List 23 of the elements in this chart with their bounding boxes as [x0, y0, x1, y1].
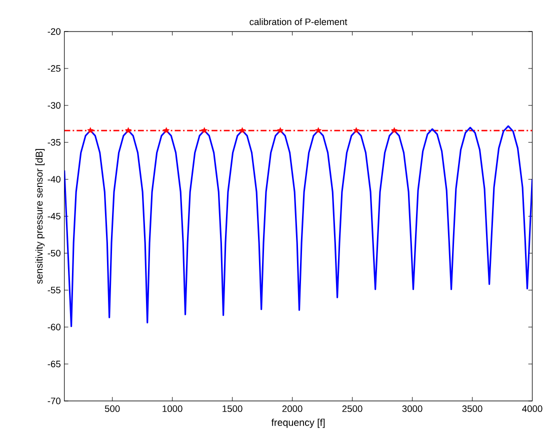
x-tick-label: 2000 — [282, 405, 302, 412]
y-axis-title: sensitivity pressure sensor [dB] — [35, 148, 45, 284]
y-tick-label: -40 — [48, 176, 60, 182]
y-tick-label: -60 — [48, 324, 60, 330]
x-tick-label: 4000 — [522, 405, 542, 412]
x-tick-label: 1500 — [222, 405, 242, 412]
y-tick-label: -30 — [48, 102, 60, 109]
y-tick-label: -55 — [48, 286, 60, 294]
x-tick-label: 500 — [104, 405, 120, 412]
x-tick-label: 1000 — [162, 405, 182, 412]
y-tick-label: -20 — [48, 28, 60, 35]
x-axis-title: frequency [f] — [271, 418, 325, 428]
chart-title: calibration of P-element — [250, 18, 348, 25]
y-tick-label: -65 — [48, 360, 60, 368]
y-tick-label: -35 — [48, 138, 60, 146]
y-tick-label: -50 — [48, 250, 60, 256]
x-tick-label: 3500 — [462, 405, 482, 412]
line-series — [64, 125, 532, 327]
y-tick-label: -70 — [48, 397, 60, 404]
y-tick-label: -45 — [48, 212, 60, 220]
x-tick-label: 3000 — [402, 405, 422, 412]
x-tick-label: 2500 — [342, 405, 362, 412]
y-tick-label: -25 — [48, 64, 60, 72]
